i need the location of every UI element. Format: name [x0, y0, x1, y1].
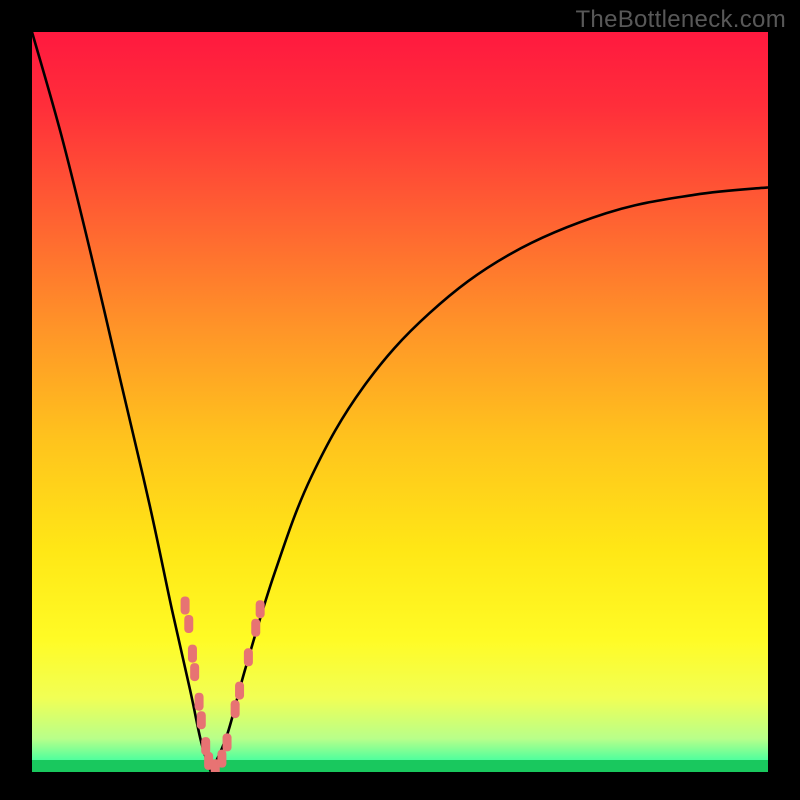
data-marker — [195, 693, 204, 711]
data-marker — [184, 615, 193, 633]
plot-area — [32, 32, 768, 772]
curve-right-branch — [211, 187, 768, 772]
data-marker — [197, 711, 206, 729]
bottleneck-curve-svg — [32, 32, 768, 772]
chart-frame: TheBottleneck.com — [0, 0, 800, 800]
data-marker — [217, 750, 226, 768]
data-marker — [190, 663, 199, 681]
data-marker — [231, 700, 240, 718]
data-marker — [244, 648, 253, 666]
data-marker — [223, 733, 232, 751]
watermark-text: TheBottleneck.com — [575, 6, 786, 34]
data-marker — [251, 619, 260, 637]
data-marker — [188, 645, 197, 663]
curve-left-branch — [32, 32, 211, 772]
data-marker — [181, 597, 190, 615]
data-marker — [235, 682, 244, 700]
data-marker — [256, 600, 265, 618]
